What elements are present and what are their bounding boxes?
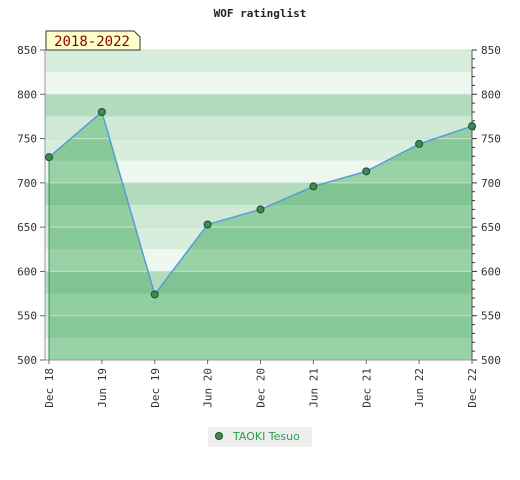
- y-tick-label-left: 650: [17, 221, 37, 234]
- x-tick-label: Dec 19: [149, 368, 162, 408]
- data-point[interactable]: [256, 205, 265, 214]
- period-label: 2018-2022: [54, 34, 130, 50]
- data-point[interactable]: [468, 122, 476, 131]
- x-tick-labels: Dec 18 Jun 19 Dec 19 Jun 20 Dec 20 Jun 21 Dec …: [43, 360, 479, 408]
- y-tick-label-right: 700: [481, 177, 501, 190]
- data-point[interactable]: [362, 167, 371, 176]
- x-tick-label: Jun 21: [307, 368, 320, 408]
- y-tick-labels-right: 500 550 600 650 700 750 800 850: [472, 44, 501, 367]
- period-badge: 2018-2022: [45, 30, 141, 51]
- area-stripe: [49, 271, 472, 294]
- y-tick-label-right: 800: [481, 88, 501, 101]
- x-tick-label: Jun 20: [202, 368, 215, 408]
- data-point[interactable]: [415, 139, 424, 148]
- data-points: [45, 108, 476, 299]
- data-point[interactable]: [97, 108, 106, 116]
- chart-title: WOF ratinglist: [214, 7, 307, 20]
- y-tick-label-left: 850: [17, 44, 37, 57]
- bg-band: [45, 50, 472, 73]
- y-tick-label-right: 750: [481, 133, 501, 146]
- data-point[interactable]: [45, 153, 53, 162]
- y-tick-label-right: 600: [481, 265, 501, 278]
- legend[interactable]: TAOKI Tesuo: [208, 427, 312, 447]
- y-tick-label-right: 850: [481, 44, 501, 57]
- x-tick-label: Dec 21: [360, 368, 373, 408]
- legend-label: TAOKI Tesuo: [232, 430, 300, 443]
- x-tick-label: Dec 22: [466, 368, 479, 408]
- x-tick-label: Jun 22: [413, 368, 426, 408]
- y-tick-label-left: 500: [17, 354, 37, 367]
- y-tick-label-right: 500: [481, 354, 501, 367]
- area-stripe: [49, 227, 472, 250]
- y-tick-label-left: 800: [17, 88, 37, 101]
- area-stripe: [49, 315, 472, 338]
- data-point[interactable]: [203, 220, 212, 229]
- x-tick-label: Dec 18: [43, 368, 56, 408]
- data-point[interactable]: [309, 182, 318, 191]
- y-tick-labels-left: 500 550 600 650 700 750 800 850: [17, 44, 45, 367]
- x-tick-label: Dec 20: [255, 368, 268, 408]
- bg-band: [45, 116, 472, 139]
- y-tick-label-left: 550: [17, 310, 37, 323]
- bg-band: [45, 72, 472, 95]
- y-tick-label-left: 600: [17, 265, 37, 278]
- legend-box: [208, 427, 312, 447]
- y-tick-label-left: 750: [17, 133, 37, 146]
- x-tick-label: Jun 19: [96, 368, 109, 408]
- y-tick-label-right: 550: [481, 310, 501, 323]
- data-point[interactable]: [150, 290, 159, 299]
- y-tick-label-left: 700: [17, 177, 37, 190]
- legend-marker: [215, 432, 223, 440]
- y-tick-label-right: 650: [481, 221, 501, 234]
- bg-band: [45, 138, 472, 161]
- bg-band: [45, 94, 472, 117]
